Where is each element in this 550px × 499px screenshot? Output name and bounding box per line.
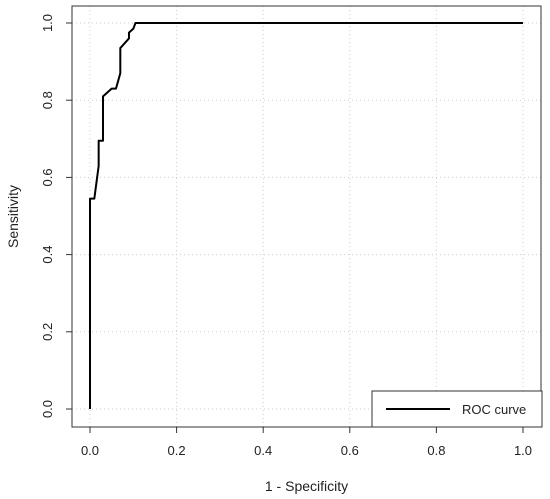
- x-tick-label: 0.8: [427, 443, 445, 458]
- y-tick-label: 0.2: [40, 323, 55, 341]
- x-axis-title: 1 - Specificity: [265, 478, 348, 494]
- x-tick-label: 0.2: [168, 443, 186, 458]
- x-tick-label: 0.0: [81, 443, 99, 458]
- legend-label: ROC curve: [462, 402, 526, 417]
- y-tick-label: 0.6: [40, 168, 55, 186]
- x-tick-label: 0.4: [254, 443, 272, 458]
- plot-layer: [89, 22, 523, 409]
- y-axis-title: Sensitivity: [5, 185, 21, 248]
- y-axis: 0.0 0.2 0.4 0.6 0.8 1.0: [40, 14, 72, 418]
- x-tick-label: 0.6: [341, 443, 359, 458]
- y-tick-label: 0.8: [40, 91, 55, 109]
- legend: ROC curve: [371, 390, 543, 428]
- grid-layer: [72, 6, 541, 427]
- roc-curve-line: [89, 22, 523, 409]
- plot-frame: [71, 5, 542, 428]
- y-tick-label: 0.4: [40, 246, 55, 264]
- y-tick-label: 1.0: [40, 14, 55, 32]
- x-tick-label: 1.0: [514, 443, 532, 458]
- x-axis: 0.0 0.2 0.4 0.6 0.8 1.0: [81, 427, 532, 458]
- y-tick-label: 0.0: [40, 400, 55, 418]
